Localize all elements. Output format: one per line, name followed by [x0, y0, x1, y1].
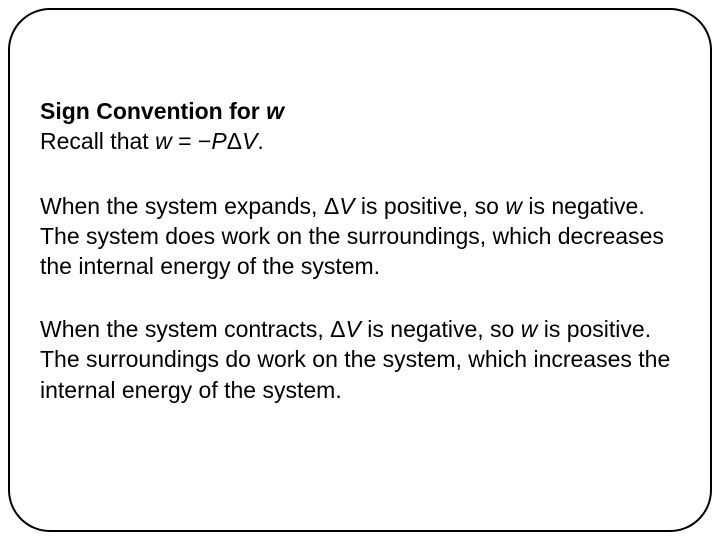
recall-minus: −: [198, 128, 211, 154]
recall-P: P: [211, 128, 226, 154]
recall-period: .: [257, 128, 263, 154]
recall-prefix: Recall that: [40, 128, 155, 154]
paragraph-contract: When the system contracts, ΔV is negativ…: [40, 314, 680, 405]
heading-line-1: Sign Convention for w: [40, 96, 680, 126]
paragraph-expand: When the system expands, ΔV is positive,…: [40, 191, 680, 282]
p2-t2: is negative, so: [361, 316, 521, 342]
recall-V: V: [242, 128, 257, 154]
heading-line-2: Recall that w = −PΔV.: [40, 126, 680, 156]
recall-delta: Δ: [227, 128, 242, 154]
p2-t1: When the system contracts,: [40, 316, 330, 342]
p2-V: V: [346, 316, 361, 342]
p1-t2: is positive, so: [355, 193, 506, 219]
p1-V: V: [339, 193, 354, 219]
heading-w: w: [266, 98, 284, 124]
recall-w: w: [155, 128, 172, 154]
p1-w: w: [505, 193, 522, 219]
heading-prefix: Sign Convention for: [40, 98, 266, 124]
p2-delta: Δ: [330, 316, 345, 342]
p1-t1: When the system expands,: [40, 193, 324, 219]
p2-w: w: [521, 316, 538, 342]
p1-delta: Δ: [324, 193, 339, 219]
recall-eq: =: [172, 128, 198, 154]
heading-block: Sign Convention for w Recall that w = −P…: [40, 96, 680, 157]
slide-content: Sign Convention for w Recall that w = −P…: [40, 96, 680, 437]
